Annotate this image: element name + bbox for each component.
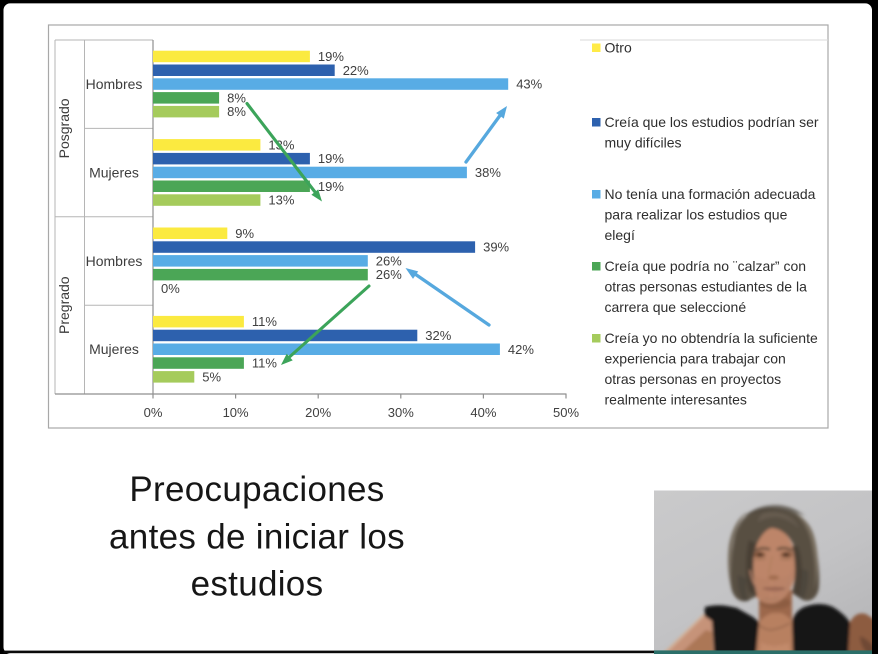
svg-text:0%: 0% (161, 281, 180, 296)
svg-text:11%: 11% (252, 356, 277, 371)
svg-text:5%: 5% (202, 369, 221, 384)
svg-text:50%: 50% (553, 405, 579, 420)
svg-text:otras personas estudiantes de: otras personas estudiantes de la (605, 278, 808, 294)
svg-text:11%: 11% (252, 314, 277, 329)
svg-text:8%: 8% (227, 91, 246, 106)
svg-text:realmente interesantes: realmente interesantes (605, 392, 747, 408)
svg-text:Creía que los estudios podrían: Creía que los estudios podrían ser (605, 114, 819, 130)
svg-text:otras personas en proyectos: otras personas en proyectos (605, 371, 782, 387)
svg-text:muy difíciles: muy difíciles (605, 134, 682, 150)
svg-text:para realizar los estudios que: para realizar los estudios que (605, 206, 788, 222)
svg-text:No tenía una formación adecuad: No tenía una formación adecuada (605, 186, 816, 202)
svg-text:19%: 19% (318, 151, 344, 166)
svg-text:Mujeres: Mujeres (89, 341, 139, 357)
svg-text:19%: 19% (318, 49, 344, 64)
svg-text:10%: 10% (223, 405, 249, 420)
svg-text:9%: 9% (235, 226, 254, 241)
svg-text:Pregrado: Pregrado (56, 276, 72, 334)
svg-text:Creía que podría no ¨calzar” c: Creía que podría no ¨calzar” con (605, 258, 807, 274)
svg-text:Hombres: Hombres (86, 76, 143, 92)
svg-text:experiencia para trabajar con: experiencia para trabajar con (605, 350, 786, 366)
svg-text:Mujeres: Mujeres (89, 164, 139, 180)
svg-text:Otro: Otro (605, 39, 632, 55)
svg-text:carrera que seleccioné: carrera que seleccioné (605, 299, 747, 315)
svg-text:39%: 39% (483, 240, 509, 255)
svg-text:elegí: elegí (605, 227, 635, 243)
svg-text:Preocupaciones: Preocupaciones (129, 470, 384, 509)
svg-text:43%: 43% (516, 77, 542, 92)
svg-text:13%: 13% (268, 193, 294, 208)
svg-text:8%: 8% (227, 104, 246, 119)
svg-text:antes de iniciar los: antes de iniciar los (109, 518, 405, 557)
svg-text:30%: 30% (388, 405, 414, 420)
svg-text:20%: 20% (305, 405, 331, 420)
svg-text:32%: 32% (425, 328, 451, 343)
svg-text:22%: 22% (343, 63, 369, 78)
svg-text:26%: 26% (376, 254, 402, 269)
svg-text:estudios: estudios (191, 565, 324, 604)
svg-text:42%: 42% (508, 342, 534, 357)
svg-text:40%: 40% (470, 405, 496, 420)
svg-text:Hombres: Hombres (86, 253, 143, 269)
svg-text:38%: 38% (475, 165, 501, 180)
svg-text:26%: 26% (376, 267, 402, 282)
svg-text:Creía yo no obtendría la sufic: Creía yo no obtendría la suficiente (605, 330, 818, 346)
svg-text:19%: 19% (318, 179, 344, 194)
svg-text:0%: 0% (144, 405, 163, 420)
svg-text:Posgrado: Posgrado (56, 98, 72, 158)
